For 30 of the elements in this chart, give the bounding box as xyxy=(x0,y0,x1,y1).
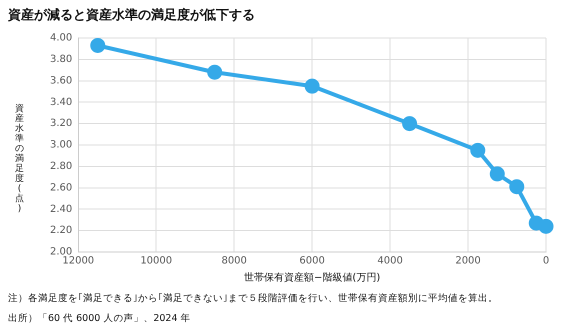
x-axis-title: 世帯保有資産額−階級値(万円) xyxy=(244,272,380,284)
y-tick-label: 3.60 xyxy=(50,75,72,86)
point xyxy=(207,64,222,80)
y-tick-label: 2.80 xyxy=(50,160,72,172)
x-tick-label: 10000 xyxy=(140,256,172,267)
y-tick-label: 4.00 xyxy=(50,32,72,44)
point xyxy=(470,142,486,158)
y-tick-label: 3.40 xyxy=(50,96,72,108)
x-tick-label: 4000 xyxy=(377,256,403,267)
text: 資産水準の満足度(点) xyxy=(15,104,24,214)
y-tick-label: 2.60 xyxy=(50,182,72,194)
chart-title: 資産が減ると資産水準の満足度が低下する xyxy=(8,6,255,24)
point xyxy=(538,218,554,234)
y-tick-label: 2.40 xyxy=(50,204,72,215)
point xyxy=(402,116,418,132)
point xyxy=(90,38,106,53)
point xyxy=(509,179,524,194)
x-tick-label: 6000 xyxy=(299,256,325,267)
x-tick-label: 8000 xyxy=(221,256,247,267)
text: 注）各満足度を｢満足できる｣から｢満足できない｣まで５段階評価を行い、世帯保有資産額別に平均値を算出。 xyxy=(8,292,498,305)
point xyxy=(304,78,320,94)
y-tick-label: 3.80 xyxy=(50,54,72,65)
y-tick-label: 3.00 xyxy=(50,140,72,151)
y-tick-label: 3.20 xyxy=(50,118,72,130)
x-tick-label: 12000 xyxy=(62,256,94,267)
point xyxy=(490,166,505,182)
x-tick-label: 2000 xyxy=(455,256,481,267)
y-tick-label: 2.20 xyxy=(50,225,72,236)
x-tick-label: 0 xyxy=(542,256,550,267)
text: 出所）「60 代 6000 人の声」、2024 年 xyxy=(8,312,191,325)
